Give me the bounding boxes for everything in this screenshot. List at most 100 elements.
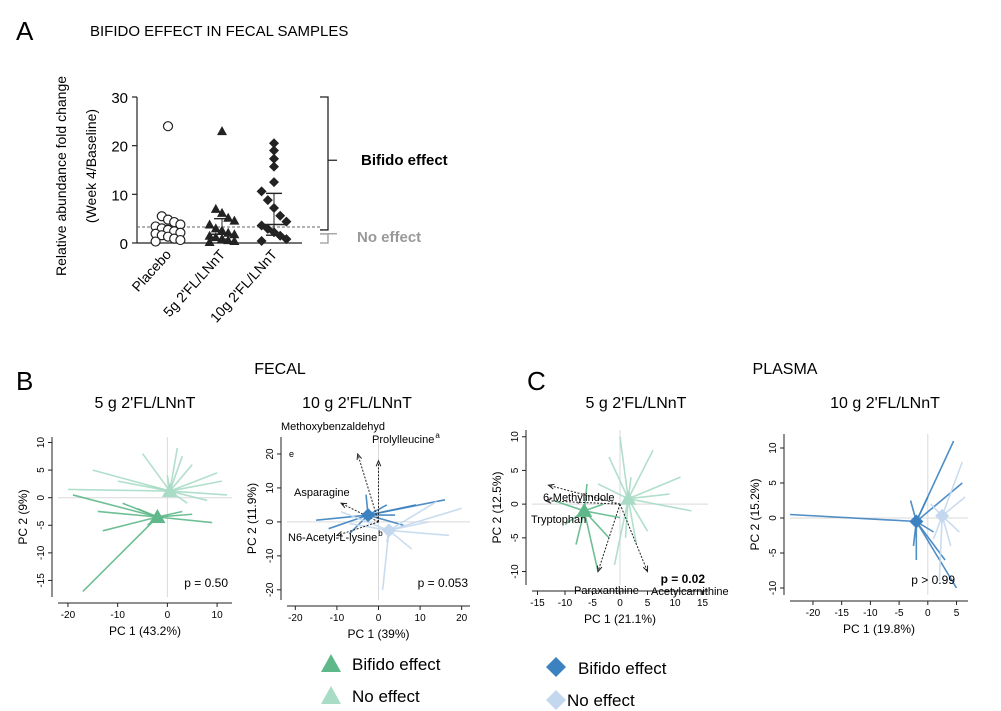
dose-5g-point — [229, 236, 240, 246]
x-tick-label: 0 — [165, 610, 171, 621]
x-tick-label: -10 — [558, 598, 573, 609]
panel-a-title: BIFIDO EFFECT IN FECAL SAMPLES — [90, 23, 348, 40]
loading-label: 6-Methylindole — [543, 492, 615, 504]
no-effect-spider-line — [627, 476, 681, 500]
dose-5g-point — [204, 219, 215, 229]
dose-10g-point — [262, 195, 273, 206]
p-value-label: p = 0.02 — [661, 572, 706, 586]
y-tick-label: 0 — [120, 236, 128, 253]
dose-5g-point — [223, 212, 234, 222]
no-effect-spider-line — [141, 453, 171, 492]
y-tick-label: 20 — [265, 448, 276, 460]
x-tick-label: -20 — [288, 613, 303, 624]
no-effect-spider-line — [169, 490, 208, 502]
legend-blue-bifido-label: Bifido effect — [578, 659, 667, 678]
no-effect-spider-line — [169, 480, 223, 492]
bifido-centroid-marker — [576, 502, 593, 517]
loading-arrow — [336, 521, 379, 536]
x-tick-label: 15 — [697, 598, 709, 609]
dose-5g-point — [223, 235, 234, 245]
pca-title: 10 g 2'FL/LNnT — [302, 395, 412, 412]
dose-10g-point — [269, 177, 279, 188]
p-value-label: p > 0.99 — [911, 573, 955, 587]
y-tick-label: 0 — [768, 515, 779, 521]
legend-blue-no-effect-label: No effect — [567, 691, 635, 710]
legend-blue: Bifido effect No effect — [546, 657, 667, 710]
loading-label: Acetylcarnithine — [651, 586, 729, 598]
dose-10g-point — [275, 210, 286, 221]
no-effect-centroid-marker — [620, 490, 637, 505]
loading-label-superscript: a — [435, 431, 440, 440]
bifido-spider-line — [553, 500, 585, 512]
no-effect-spider-line — [169, 472, 218, 492]
bifido-spider-line — [82, 516, 158, 593]
y-tick-label: 0 — [265, 519, 276, 525]
y-tick-label: -15 — [36, 573, 47, 588]
bifido-centroid-marker — [361, 508, 376, 523]
dose-10g-point — [269, 138, 279, 149]
loading-label: Prolylleucine — [372, 434, 434, 446]
y-tick-label: -10 — [510, 564, 521, 579]
loading-arrow-head — [596, 565, 603, 573]
section-title-fecal: FECAL — [254, 361, 306, 378]
bifido-spider-line — [157, 516, 213, 524]
pca-title: 10 g 2'FL/LNnT — [830, 395, 940, 412]
no-effect-spider-line — [613, 498, 630, 565]
dose-10g-point — [269, 153, 279, 164]
x-tick-label: -20 — [61, 610, 76, 621]
no-effect-centroid-marker — [935, 508, 950, 523]
dose-10g-point — [256, 236, 267, 247]
y-tick-label: -10 — [265, 548, 276, 563]
dose-5g-point — [217, 126, 227, 136]
loading-label: Asparagine — [294, 487, 350, 499]
no-effect-bracket — [320, 233, 337, 244]
loading-arrow — [357, 453, 379, 523]
legend-green-no-effect-label: No effect — [352, 687, 420, 706]
bifido-spider-line — [97, 510, 158, 518]
no-effect-spider-line — [628, 497, 692, 512]
placebo-point — [150, 236, 161, 247]
legend-green-bifido-marker — [321, 654, 341, 672]
y-tick-label: 10 — [36, 437, 47, 449]
loading-label: Methoxybenzaldehyd — [281, 421, 385, 433]
bifido-spider-line — [915, 482, 963, 523]
loading-label-superscript: b — [378, 529, 383, 538]
bifido-spider-line — [72, 494, 158, 518]
x-tick-label: -5 — [895, 608, 904, 619]
x-tick-label: -15 — [834, 608, 849, 619]
bifido-centroid-marker — [909, 514, 924, 529]
x-tick-label: 0 — [617, 598, 623, 609]
no-effect-spider-line — [388, 507, 462, 532]
no-effect-spider-line — [340, 510, 390, 532]
x-tick-label: 10 — [415, 613, 427, 624]
y-axis-label: PC 2 (12.5%) — [490, 471, 504, 543]
dose-5g-point — [210, 232, 221, 242]
loading-label: N6-Acetyl-L-lysine — [288, 532, 377, 544]
bifido-spider-line — [328, 514, 369, 530]
y-tick-label: 5 — [510, 467, 521, 473]
legend-blue-no-effect-marker — [546, 690, 566, 710]
no-effect-spider-line — [388, 521, 429, 532]
loading-arrow-head — [356, 452, 362, 460]
x-tick-label: -10 — [330, 613, 345, 624]
legend-green-bifido-label: Bifido effect — [352, 655, 441, 674]
dose-5g-point — [204, 237, 215, 247]
y-tick-label: 0 — [36, 494, 47, 500]
y-tick-label: 5 — [768, 480, 779, 486]
loading-arrow — [619, 503, 648, 572]
legend-green-no-effect-marker — [321, 686, 341, 704]
pca-title: 5 g 2'FL/LNnT — [95, 395, 196, 412]
y-tick-label: -20 — [265, 582, 276, 597]
x-tick-label: -15 — [530, 598, 545, 609]
bifido-spider-line — [583, 510, 599, 572]
loading-arrow-head — [547, 483, 555, 490]
y-tick-label: 10 — [510, 431, 521, 443]
dose-5g-point — [217, 207, 227, 217]
dose-5g-point — [229, 215, 240, 225]
x-axis-label: PC 1 (21.1%) — [584, 612, 656, 626]
no-effect-spider-line — [627, 449, 654, 500]
loading-arrow — [545, 500, 621, 505]
no-effect-spider-line — [941, 461, 964, 517]
x-tick-label: -10 — [110, 610, 125, 621]
panel-c-10g-pca: 10 g 2'FL/LNnT -20 -15 -10 -5 0 5 -10 -5 0 5 10 PC 1… — [748, 395, 968, 636]
